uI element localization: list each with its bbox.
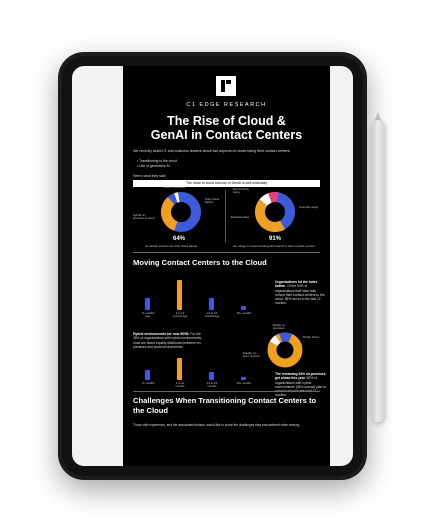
bar-label: <1 months <box>141 381 155 385</box>
bullet-list: • Transitioning to the cloud • Use of ge… <box>137 159 177 169</box>
donut-label: Fully cloud-based <box>205 197 220 205</box>
donut-label: Fully on-premises <box>163 185 186 189</box>
footer-text: Those with experience, and the associate… <box>133 423 300 427</box>
donut-mostlycloud-arc <box>267 332 303 368</box>
intro-heresaid: Here's what they said: <box>133 174 167 178</box>
donut-mostlyonprem-arc <box>267 332 303 368</box>
title-line-1: The Rise of Cloud & <box>167 114 286 128</box>
donut-experimenting-arc <box>255 192 295 232</box>
tablet-device: C1 EDGE RESEARCH The Rise of Cloud & Gen… <box>58 52 367 480</box>
bullet-item: • Transitioning to the cloud <box>137 159 177 163</box>
genai-caption: are using or experimenting with GenAI in… <box>233 244 316 248</box>
bar2-4to12 <box>177 358 182 380</box>
bar2-lt1month <box>145 370 150 380</box>
bar-label: 25+ months <box>236 381 252 385</box>
genai-donut-chart <box>255 192 295 232</box>
genai-percent: 91% <box>269 236 282 242</box>
bar-label: 4 to 12 months ago <box>172 311 188 319</box>
section-divider <box>133 252 320 253</box>
section-divider <box>133 391 320 392</box>
brand-name: C1 EDGE RESEARCH <box>186 102 267 108</box>
c1-logo <box>216 76 236 96</box>
pencil-tip <box>374 112 382 122</box>
bullet-item: • Use of generative AI <box>137 164 170 168</box>
infographic-page[interactable]: C1 EDGE RESEARCH The Rise of Cloud & Gen… <box>123 66 330 466</box>
bar-lt1month <box>145 298 150 310</box>
bar-label: 4 to 12 months <box>175 381 185 389</box>
donut-label: Mostly cloud <box>303 335 319 339</box>
donut-label: Hybrid on-premises & cloud <box>133 213 155 221</box>
donut-label: Not currently using <box>233 187 249 195</box>
donut-label: Mostly on-premises <box>273 323 286 331</box>
summary-banner: The move to cloud and use of GenAI is we… <box>133 180 320 187</box>
donut-exploring-arc <box>255 192 295 232</box>
bar2-25plus <box>241 377 246 380</box>
cloud-caption: of contact centers are fully cloud based <box>145 244 198 248</box>
bar-13to24 <box>209 298 214 310</box>
column-divider <box>225 190 226 242</box>
cloud-percent: 64% <box>173 236 186 242</box>
donut-label: Currently using <box>299 205 318 209</box>
section-heading: Challenges When Transitioning Contact Ce… <box>133 396 317 415</box>
bar-label: <1 months ago <box>141 311 155 319</box>
page-title: The Rise of Cloud & GenAI in Contact Cen… <box>123 114 330 142</box>
note-remaining: The remaining 64% on-premises get ahead … <box>275 372 326 398</box>
donut-onprem-arc <box>161 192 201 232</box>
intro-text: We recently asked IT and business leader… <box>133 149 291 153</box>
bar-label: 25+ months <box>236 311 252 315</box>
bar-25plus <box>241 306 246 310</box>
bar2-13to24 <box>209 372 214 380</box>
bar-label: 13 to 24 months ago <box>204 311 220 319</box>
donut-label: Equally on-prem & cloud <box>243 351 260 359</box>
apple-pencil <box>372 120 384 422</box>
section-heading: Moving Contact Centers to the Cloud <box>133 258 267 267</box>
bar-label: 13 to 24 months <box>206 381 218 389</box>
cloud-donut-chart <box>161 192 201 232</box>
title-line-2: GenAI in Contact Centers <box>150 128 303 142</box>
note-hybrid: Hybrid environments are now 50/50. For t… <box>133 332 203 349</box>
bar-4to12 <box>177 280 182 310</box>
note-organizations: Organizations hit the ludes button. Of t… <box>275 280 325 306</box>
hybrid-donut-chart <box>267 332 303 368</box>
donut-label: Experimenting <box>231 215 249 219</box>
tablet-screen: C1 EDGE RESEARCH The Rise of Cloud & Gen… <box>72 66 353 466</box>
